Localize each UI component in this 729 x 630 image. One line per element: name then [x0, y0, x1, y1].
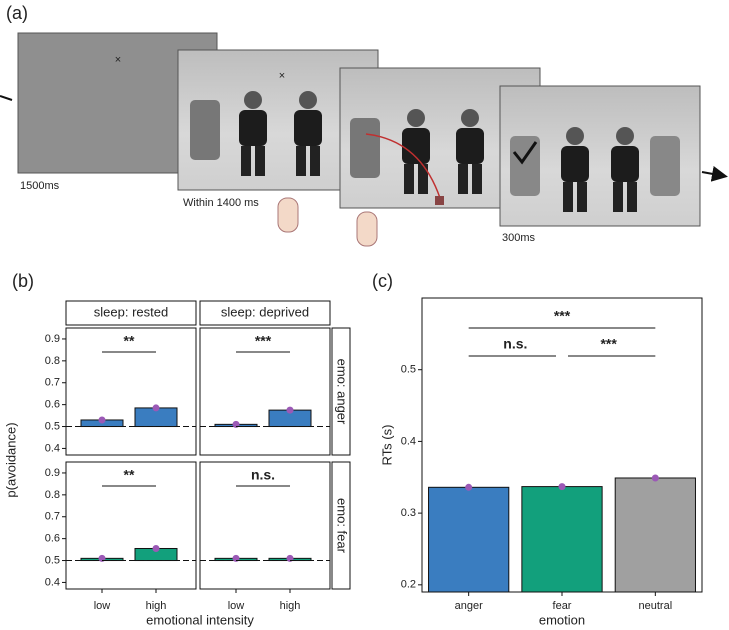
duration: 300ms — [502, 232, 536, 244]
mean-point — [465, 483, 473, 491]
x-axis-label: emotional intensity — [146, 612, 254, 627]
mean-point — [558, 483, 566, 491]
mean-point — [286, 406, 294, 414]
y-tick-label: 0.9 — [45, 333, 60, 345]
significance-label: ** — [124, 467, 135, 483]
y-tick-label: 0.4 — [45, 442, 60, 454]
significance-label: *** — [255, 333, 272, 349]
arrow — [0, 95, 13, 101]
y-tick-label: 0.5 — [45, 554, 60, 566]
significance-label: n.s. — [503, 336, 527, 352]
panel-label: (a) — [6, 3, 28, 23]
y-tick-label: 0.5 — [45, 420, 60, 432]
bar — [614, 477, 696, 593]
fixation-cross: × — [279, 70, 285, 82]
strip — [331, 327, 351, 456]
strip — [199, 300, 331, 326]
x-tick-label: low — [94, 600, 111, 612]
mean-point — [651, 474, 659, 482]
hand-icon — [356, 211, 378, 247]
mouse-path — [365, 133, 441, 199]
panel-a: (a) × 1500ms × Within 1400 ms 300ms — [0, 3, 728, 247]
panel-frame — [65, 461, 197, 590]
checkmark — [512, 141, 538, 165]
chair — [190, 100, 220, 160]
y-axis-label: RTs (s) — [379, 425, 394, 466]
y-tick-label: 0.9 — [45, 467, 60, 479]
x-tick-label: high — [280, 600, 301, 612]
x-tick-label: low — [228, 600, 245, 612]
y-axis-label: p(avoidance) — [3, 422, 18, 497]
y-tick-label: 0.2 — [401, 579, 416, 591]
x-tick-label: neutral — [639, 600, 673, 612]
strip-label: emo: anger — [335, 359, 350, 425]
duration: Within 1400 ms — [183, 197, 259, 209]
y-tick-label: 0.6 — [45, 533, 60, 545]
panel-label: (c) — [372, 271, 393, 291]
strip — [65, 300, 197, 326]
strip-label: sleep: deprived — [221, 304, 309, 319]
y-tick-label: 0.3 — [401, 507, 416, 519]
panel-label: (b) — [12, 271, 34, 291]
cursor-start — [435, 196, 444, 205]
x-tick-label: anger — [455, 600, 483, 612]
strip — [331, 461, 351, 590]
significance-label: *** — [600, 336, 617, 352]
y-tick-label: 0.5 — [401, 364, 416, 376]
x-axis-label: emotion — [539, 612, 585, 627]
y-tick-label: 0.4 — [45, 576, 60, 588]
chair — [650, 136, 680, 196]
bar — [428, 486, 510, 593]
x-tick-label: fear — [553, 600, 572, 612]
strip-label: sleep: rested — [94, 304, 168, 319]
mean-point — [98, 416, 106, 424]
y-tick-label: 0.8 — [45, 489, 60, 501]
chair — [350, 118, 380, 178]
strip-label: emo: fear — [335, 498, 350, 554]
y-tick-label: 0.7 — [45, 377, 60, 389]
significance-label: ** — [124, 333, 135, 349]
fixation-cross: × — [115, 54, 121, 66]
mean-point — [152, 544, 160, 552]
y-tick-label: 0.8 — [45, 355, 60, 367]
hand-icon — [277, 197, 299, 233]
panel-frame — [199, 327, 331, 456]
bar — [521, 486, 603, 593]
significance-label: *** — [554, 308, 571, 324]
duration: 1500ms — [20, 180, 60, 192]
y-tick-label: 0.4 — [401, 435, 416, 447]
mean-point — [152, 404, 160, 412]
y-tick-label: 0.7 — [45, 511, 60, 523]
chair — [510, 136, 540, 196]
significance-label: n.s. — [251, 467, 275, 483]
x-tick-label: high — [146, 600, 167, 612]
panel-frame — [199, 461, 331, 590]
panel-frame — [65, 327, 197, 456]
arrow — [701, 165, 728, 182]
y-tick-label: 0.6 — [45, 399, 60, 411]
